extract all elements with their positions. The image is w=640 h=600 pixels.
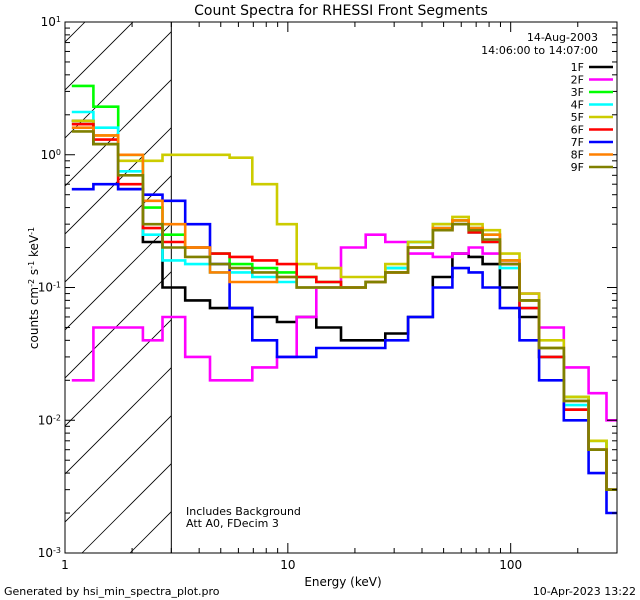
y-tick-label: 10-1 [38,280,61,295]
y-axis-label-sup: -1 [27,261,36,269]
hatch-line [65,415,172,523]
legend-label: 9F [571,161,584,174]
y-tick-label: 101 [41,15,61,30]
legend-label: 3F [571,86,584,99]
series-line-1F [71,119,617,491]
y-axis-label-sup: -2 [27,279,36,287]
x-axis-label: Energy (keV) [304,575,381,589]
hatch-line [65,31,172,139]
legend-label: 6F [571,124,584,137]
series-line-9F [71,130,617,491]
series-line-5F [71,119,617,491]
y-axis-label-text: counts cm [27,287,41,349]
x-tick-label: 100 [499,558,522,572]
x-tick-label: 10 [280,558,295,572]
series-layer [71,84,617,515]
footer-timestamp: 10-Apr-2023 13:22 [533,585,636,598]
y-axis-label: counts cm-2 s-1 keV-1 [27,227,42,349]
hatch-line [65,79,172,187]
y-tick-label: 10-3 [38,546,61,561]
series-line-2F [71,233,617,422]
hatch-line [81,463,172,553]
chart-title: Count Spectra for RHESSI Front Segments [194,3,488,19]
y-tick-label: 100 [41,147,61,162]
annotation-attenuator: Att A0, FDecim 3 [186,517,279,530]
annotation-background: Includes Background [186,505,301,518]
legend-label: 2F [571,74,584,87]
y-tick-label: 10-2 [38,413,61,428]
hatch-line [65,367,172,475]
legend-label: 1F [571,61,584,74]
y-axis-label-text: s [27,269,41,279]
x-axis: 1 10 100 [61,22,618,572]
hatch-line [65,271,172,379]
footer-generator: Generated by hsi_min_spectra_plot.pro [4,585,220,598]
legend-label: 4F [571,99,584,112]
legend-label: 5F [571,111,584,124]
y-axis: 101 100 10-1 10-2 10-3 [38,15,617,561]
legend-label: 8F [571,149,584,162]
y-axis-label-sup: -1 [27,227,36,235]
x-tick-label: 1 [61,558,69,572]
y-axis-label-text: keV [27,234,41,261]
legend: 14-Aug-2003 14:06:00 to 14:07:00 1F2F3F4… [481,31,613,174]
series-line-6F [71,122,617,491]
legend-label: 7F [571,136,584,149]
hatch-line [65,223,172,331]
legend-date: 14-Aug-2003 [527,31,598,44]
hatch-line [129,511,172,553]
hatched-region [65,22,172,553]
legend-time-range: 14:06:00 to 14:07:00 [481,44,598,57]
